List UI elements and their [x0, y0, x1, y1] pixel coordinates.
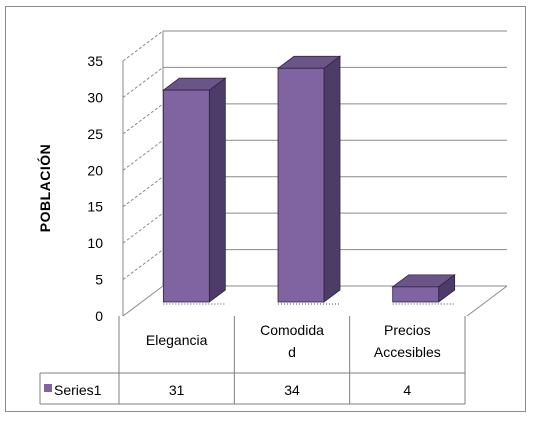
- y-tick-label-20: 20: [87, 162, 103, 178]
- wall-diagonal-25: [122, 103, 164, 135]
- wall-diagonal-20: [122, 139, 164, 171]
- category-label-1-line-1: d: [288, 344, 296, 360]
- y-tick-label-15: 15: [87, 199, 103, 215]
- data-table-layer: Elegancia 31 Comodida d 34 Precios Accesibles 4…: [39, 316, 466, 405]
- y-tick-label-10: 10: [87, 235, 103, 251]
- legend-series-name: Series1: [54, 382, 102, 398]
- y-tick-label-5: 5: [95, 272, 103, 288]
- chart-frame: [5, 6, 526, 412]
- axis-layer: 0 5 10 15 20 25 30 35 POBLACIÓN: [36, 53, 103, 324]
- y-tick-label-0: 0: [95, 308, 103, 324]
- table-value-2: 4: [403, 382, 411, 398]
- bar-1: [277, 67, 325, 303]
- bar-2: [392, 286, 440, 303]
- bar-side-0: [208, 77, 226, 303]
- bar-side-1: [323, 55, 341, 303]
- floor-right-edge: [466, 285, 508, 317]
- category-label-0: Elegancia: [146, 332, 208, 348]
- wall-diagonal-35: [122, 30, 164, 62]
- wall-diagonal-0: [122, 285, 164, 317]
- wall-diagonal-15: [122, 176, 164, 208]
- wall-diagonal-10: [122, 212, 164, 244]
- category-label-2-line-0: Precios: [384, 322, 431, 338]
- y-axis-title: POBLACIÓN: [36, 144, 53, 233]
- table-value-0: 31: [169, 382, 185, 398]
- y-tick-label-35: 35: [87, 53, 103, 69]
- bar-0: [162, 89, 210, 303]
- legend-swatch: [44, 384, 52, 392]
- y-tick-label-30: 30: [87, 89, 103, 105]
- bars-layer: [162, 55, 456, 305]
- table-value-1: 34: [284, 382, 300, 398]
- y-tick-label-25: 25: [87, 126, 103, 142]
- wall-diagonal-30: [122, 67, 164, 98]
- wall-diagonal-5: [122, 249, 164, 280]
- category-label-1-line-0: Comodida: [260, 322, 324, 338]
- category-label-2-line-1: Accesibles: [374, 344, 441, 360]
